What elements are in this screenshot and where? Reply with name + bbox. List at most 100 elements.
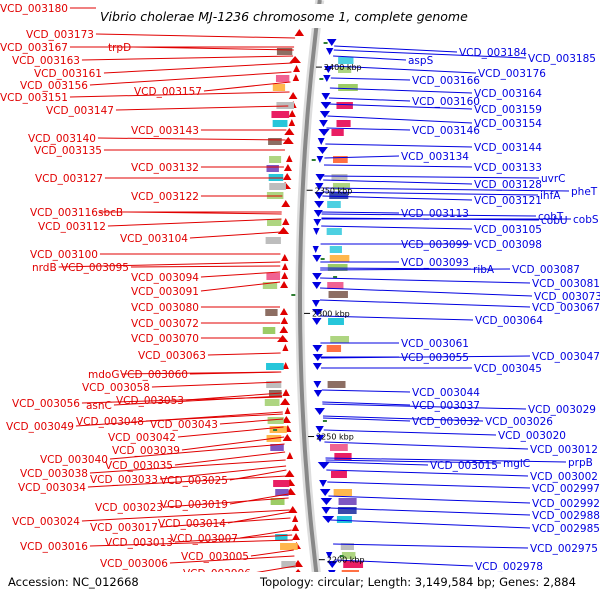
rna-marker (333, 276, 338, 278)
reverse-gene-block (328, 291, 348, 298)
leader-line (189, 231, 282, 239)
rna-marker (320, 258, 325, 260)
reverse-gene-block (336, 120, 351, 127)
gene-label-VCD_003140: VCD_003140 (28, 133, 96, 145)
leader-line (200, 271, 281, 278)
gene-label-VCD_002978: VCD_002978 (475, 561, 543, 573)
leader-line (322, 403, 527, 410)
gene-label-VCD_003164: VCD_003164 (474, 88, 542, 100)
leader-line (181, 436, 285, 451)
reverse-gene-arrow (319, 489, 331, 496)
reverse-gene-arrow (315, 426, 324, 433)
reverse-gene-block (338, 66, 352, 73)
forward-gene-block (262, 327, 276, 334)
leader-line (229, 493, 289, 505)
gene-label-VCD_003047: VCD_003047 (532, 351, 600, 363)
reverse-gene-arrow (316, 435, 325, 442)
leader-line (81, 509, 290, 522)
reverse-gene-block (329, 246, 342, 253)
reverse-strand-gene-labels: VCD_003184 VCD_003185aspSVCD_003176VCD_00… (401, 47, 600, 573)
gene-label-VCD_003091: VCD_003091 (131, 286, 199, 298)
gene-label-VCD_003133: VCD_003133 (474, 162, 542, 174)
gene-label-VCD_003032: VCD_003032 (412, 416, 480, 428)
reverse-gene-block (327, 201, 341, 208)
forward-gene-arrow (277, 335, 289, 342)
leader-line (333, 49, 527, 59)
gene-label-VCD_003132: VCD_003132 (131, 162, 199, 174)
reverse-gene-arrow (320, 498, 333, 505)
leader-line (250, 549, 294, 557)
leader-line (329, 87, 473, 94)
gene-label-VCD_003087: VCD_003087 (512, 264, 580, 276)
leader-line (329, 507, 531, 516)
reverse-gene-arrow (312, 363, 322, 370)
reverse-gene-block (330, 471, 347, 478)
reverse-gene-arrow (319, 480, 327, 487)
gene-label-VCD_003016: VCD_003016 (20, 541, 88, 553)
gene-label-ihfA: ihfA (540, 190, 561, 202)
rna-marker (339, 555, 344, 557)
forward-gene-block (269, 426, 287, 433)
leader-line (323, 417, 411, 422)
leader-line (239, 529, 292, 539)
leader-line (333, 55, 407, 61)
forward-gene-block (266, 165, 279, 172)
leader-line (252, 565, 296, 574)
gene-label-VCD_003073: VCD_003073 (534, 291, 600, 303)
gene-label-VCD_003044: VCD_003044 (412, 387, 480, 399)
forward-gene-arrow (292, 515, 299, 522)
reverse-gene-arrow (312, 282, 322, 289)
gene-label-VCD_003039: VCD_003039 (112, 445, 180, 457)
reverse-gene-block (327, 381, 346, 388)
gene-label-VCD_003034: VCD_003034 (18, 482, 86, 494)
leader-line (324, 155, 400, 159)
forward-gene-block (265, 237, 281, 244)
forward-gene-block (264, 399, 280, 406)
leader-line (89, 71, 292, 86)
gene-label-VCD_003070: VCD_003070 (131, 333, 199, 345)
gene-label-VCD_003173: VCD_003173 (26, 29, 94, 41)
leader-line (81, 55, 294, 61)
gene-label-VCD_003105: VCD_003105 (474, 224, 542, 236)
leader-line (113, 395, 283, 406)
rna-marker (323, 42, 328, 44)
leader-line (322, 401, 411, 406)
reverse-gene-block (333, 489, 353, 496)
gene-label-VCD_003100: VCD_003100 (30, 249, 98, 261)
gene-label-VCD_003056: VCD_003056 (12, 398, 80, 410)
gene-features-layer (262, 29, 364, 577)
reverse-gene-arrow (314, 192, 324, 199)
map-title: Vibrio cholerae MJ-1236 chromosome 1, co… (100, 9, 468, 24)
gene-label-VCD_003053: VCD_003053 (116, 395, 184, 407)
gene-label-VCD_003063: VCD_003063 (138, 350, 206, 362)
forward-gene-block (266, 381, 282, 388)
reverse-gene-block (341, 552, 356, 559)
reverse-gene-block (340, 543, 354, 550)
gene-label-VCD_003099: VCD_003099 (401, 239, 469, 251)
leader-line (324, 164, 473, 168)
gene-label-VCD_003112: VCD_003112 (38, 221, 106, 233)
reverse-gene-block (330, 444, 348, 451)
gene-label-VCD_003007: VCD_003007 (170, 533, 238, 545)
leader-line (185, 392, 282, 401)
forward-gene-block (262, 282, 278, 289)
gene-label-uvrC: uvrC (541, 173, 566, 185)
gene-label-VCD_003157: VCD_003157 (134, 86, 202, 98)
tick-label: 2400 kbp (324, 63, 362, 72)
reverse-gene-arrow (317, 147, 328, 154)
leader-line (333, 543, 529, 549)
coordinate-ticks: 2400 kbp 2350 kbp 2300 kbp 2250 kbp 2200 kbp (304, 63, 365, 565)
forward-gene-arrow (283, 164, 293, 171)
leader-line (320, 268, 511, 271)
gene-label-VCD_003026: VCD_003026 (485, 416, 553, 428)
leader-line (159, 517, 291, 528)
gene-label-ribA: ribA (473, 264, 495, 276)
gene-label-nrdB: nrdB (32, 262, 57, 274)
forward-gene-block (280, 543, 298, 550)
leader-line (207, 352, 281, 356)
gene-label-VCD_003025: VCD_003025 (160, 475, 228, 487)
reverse-gene-block (343, 561, 364, 568)
leader-line (174, 451, 286, 466)
gene-label-VCD_003166: VCD_003166 (412, 75, 480, 87)
reverse-gene-arrow (314, 408, 325, 415)
